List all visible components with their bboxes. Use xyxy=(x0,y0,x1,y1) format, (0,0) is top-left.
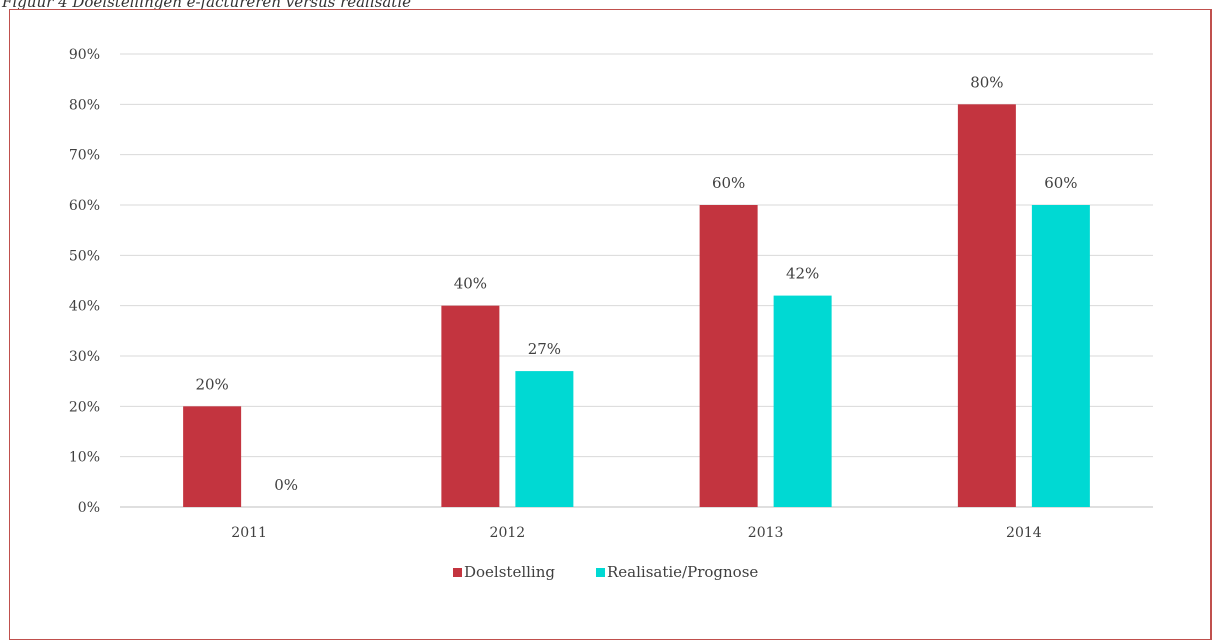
data-label: 60% xyxy=(1044,174,1077,192)
data-label: 0% xyxy=(274,476,298,494)
legend-swatch-doelstelling xyxy=(453,568,462,577)
bar-doelstelling-2012 xyxy=(441,305,500,507)
y-tick-label: 10% xyxy=(69,450,100,466)
chart-frame xyxy=(9,9,1212,640)
x-tick-label: 2014 xyxy=(1006,525,1042,541)
legend-label: Doelstelling xyxy=(464,563,555,581)
y-tick-label: 60% xyxy=(69,198,100,214)
data-label: 42% xyxy=(786,265,819,283)
y-tick-label: 30% xyxy=(69,349,100,365)
bar-doelstelling-2014 xyxy=(957,104,1016,507)
legend-swatch-realisatie xyxy=(596,568,605,577)
y-tick-label: 50% xyxy=(69,248,100,264)
y-tick-label: 40% xyxy=(69,299,100,315)
legend-label: Realisatie/Prognose xyxy=(607,563,758,581)
data-label: 40% xyxy=(454,275,487,293)
bar-realisatie-2013 xyxy=(773,295,832,507)
y-tick-label: 20% xyxy=(69,399,100,415)
bar-realisatie-2012 xyxy=(515,371,574,507)
x-tick-label: 2013 xyxy=(748,525,784,541)
figure-caption: Figuur 4 Doelstellingen e-factureren ver… xyxy=(2,0,411,11)
y-tick-label: 70% xyxy=(69,148,100,164)
data-label: 27% xyxy=(528,340,561,358)
y-tick-label: 0% xyxy=(78,500,100,516)
data-label: 20% xyxy=(195,375,228,393)
x-tick-label: 2012 xyxy=(490,525,526,541)
bar-realisatie-2014 xyxy=(1031,205,1090,507)
data-label: 80% xyxy=(970,73,1003,91)
bar-doelstelling-2011 xyxy=(183,406,242,507)
y-tick-label: 80% xyxy=(69,97,100,113)
x-tick-label: 2011 xyxy=(231,525,267,541)
data-label: 60% xyxy=(712,174,745,192)
y-tick-label: 90% xyxy=(69,47,100,63)
bar-doelstelling-2013 xyxy=(699,205,758,507)
